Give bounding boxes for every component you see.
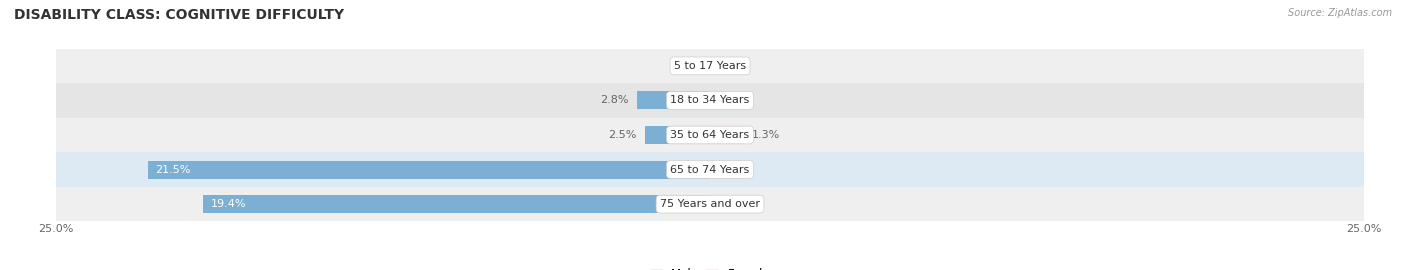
- Legend: Male, Female: Male, Female: [650, 268, 770, 270]
- Text: 2.5%: 2.5%: [609, 130, 637, 140]
- Bar: [56, 152, 1364, 187]
- Bar: [56, 118, 1364, 152]
- Text: 35 to 64 Years: 35 to 64 Years: [671, 130, 749, 140]
- Text: 0.0%: 0.0%: [720, 164, 749, 175]
- Text: 2.8%: 2.8%: [600, 95, 628, 106]
- Bar: [56, 187, 1364, 221]
- Text: 19.4%: 19.4%: [211, 199, 246, 209]
- Bar: [56, 49, 1364, 83]
- Text: 21.5%: 21.5%: [156, 164, 191, 175]
- Bar: [637, 92, 710, 109]
- Text: DISABILITY CLASS: COGNITIVE DIFFICULTY: DISABILITY CLASS: COGNITIVE DIFFICULTY: [14, 8, 344, 22]
- Text: 0.0%: 0.0%: [720, 95, 749, 106]
- Bar: [710, 126, 744, 144]
- Text: 0.0%: 0.0%: [671, 61, 700, 71]
- Text: 1.3%: 1.3%: [752, 130, 780, 140]
- Text: 0.0%: 0.0%: [720, 61, 749, 71]
- Text: 0.0%: 0.0%: [720, 199, 749, 209]
- Text: 5 to 17 Years: 5 to 17 Years: [673, 61, 747, 71]
- Text: 18 to 34 Years: 18 to 34 Years: [671, 95, 749, 106]
- Bar: [644, 126, 710, 144]
- Bar: [56, 83, 1364, 118]
- Text: Source: ZipAtlas.com: Source: ZipAtlas.com: [1288, 8, 1392, 18]
- Text: 65 to 74 Years: 65 to 74 Years: [671, 164, 749, 175]
- Bar: [202, 195, 710, 213]
- Bar: [148, 161, 710, 178]
- Text: 75 Years and over: 75 Years and over: [659, 199, 761, 209]
